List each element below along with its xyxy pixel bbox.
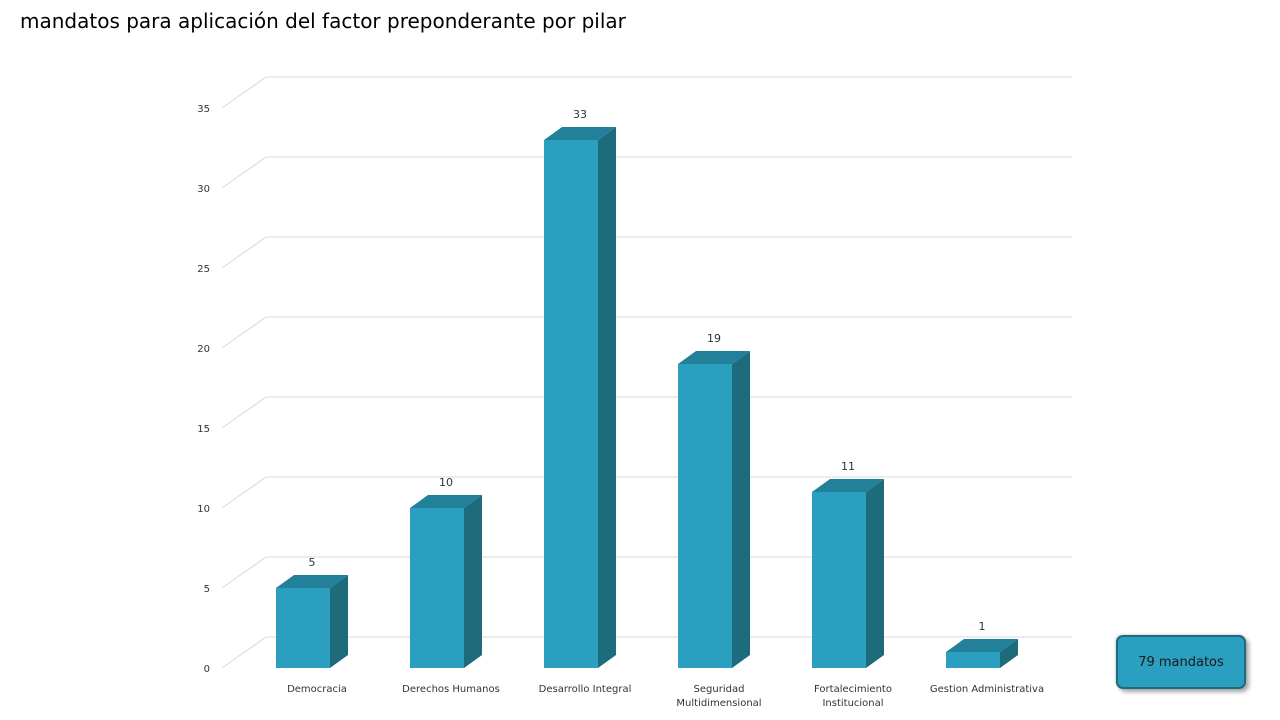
y-axis-ticks: 0 5 10 15 20 25 30 35 xyxy=(197,104,210,675)
category-label: Desarrollo Integral xyxy=(539,684,632,695)
bar-top xyxy=(410,495,482,508)
bar-side xyxy=(1000,639,1018,668)
category-label: Derechos Humanos xyxy=(402,684,500,695)
category-label-line: Desarrollo Integral xyxy=(539,684,632,695)
y-tick-label: 0 xyxy=(204,664,210,675)
category-label-line: Democracia xyxy=(287,684,347,695)
category-label-line: Multidimensional xyxy=(676,698,761,709)
gridline-depth xyxy=(221,396,267,429)
bar-front xyxy=(276,588,330,668)
y-tick-label: 35 xyxy=(197,104,210,115)
data-label: 11 xyxy=(841,460,855,473)
category-label: Democracia xyxy=(287,684,347,695)
gridline-depth xyxy=(221,636,267,669)
y-tick-label: 5 xyxy=(204,584,210,595)
bar-top xyxy=(276,575,348,588)
gridline-depth xyxy=(221,556,267,589)
category-label-line: Fortalecimiento xyxy=(814,684,892,695)
bar-side xyxy=(732,351,750,668)
bar-4 xyxy=(812,479,884,668)
bar-side xyxy=(464,495,482,668)
data-label: 33 xyxy=(573,108,587,121)
bar-2 xyxy=(544,127,616,668)
bar-side xyxy=(598,127,616,668)
gridline-depth xyxy=(221,156,267,189)
bar-top xyxy=(946,639,1018,652)
category-label: Gestion Administrativa xyxy=(930,684,1044,695)
data-label: 1 xyxy=(979,620,986,633)
bar-1 xyxy=(410,495,482,668)
gridline-depth xyxy=(221,76,267,109)
bar-front xyxy=(678,364,732,668)
category-label-line: Seguridad xyxy=(694,684,745,695)
gridline-depth xyxy=(221,236,267,269)
y-tick-label: 15 xyxy=(197,424,210,435)
category-label: Fortalecimiento Institucional xyxy=(814,684,892,709)
gridline-depth xyxy=(221,316,267,349)
bar-top xyxy=(678,351,750,364)
bar-0 xyxy=(276,575,348,668)
bar-front xyxy=(946,652,1000,668)
bar-top xyxy=(812,479,884,492)
category-label: Seguridad Multidimensional xyxy=(676,684,761,709)
data-label: 10 xyxy=(439,476,453,489)
y-tick-label: 20 xyxy=(197,344,210,355)
bar-front xyxy=(812,492,866,668)
chart-gridlines xyxy=(221,76,1072,669)
total-mandates-badge: 79 mandatos xyxy=(1116,635,1246,689)
x-axis-categories: Democracia Derechos Humanos Desarrollo Int… xyxy=(287,684,1044,709)
y-tick-label: 25 xyxy=(197,264,210,275)
bar-5 xyxy=(946,639,1018,668)
category-label-line: Institucional xyxy=(822,698,883,709)
bar-side xyxy=(330,575,348,668)
page-title: mandatos para aplicación del factor prep… xyxy=(20,9,626,33)
bar-side xyxy=(866,479,884,668)
data-label: 19 xyxy=(707,332,721,345)
chart-bars xyxy=(276,127,1018,668)
bar-front xyxy=(410,508,464,668)
category-label-line: Derechos Humanos xyxy=(402,684,500,695)
bar-front xyxy=(544,140,598,668)
gridline-depth xyxy=(221,476,267,509)
bar-top xyxy=(544,127,616,140)
data-label: 5 xyxy=(309,556,316,569)
category-label-line: Gestion Administrativa xyxy=(930,684,1044,695)
total-mandates-label: 79 mandatos xyxy=(1138,654,1224,670)
bar-3 xyxy=(678,351,750,668)
y-tick-label: 30 xyxy=(197,184,210,195)
y-tick-label: 10 xyxy=(197,504,210,515)
